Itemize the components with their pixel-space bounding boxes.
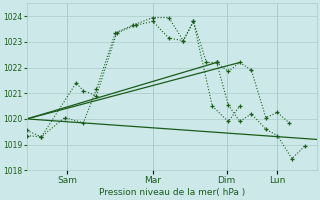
X-axis label: Pression niveau de la mer( hPa ): Pression niveau de la mer( hPa ) <box>99 188 245 197</box>
